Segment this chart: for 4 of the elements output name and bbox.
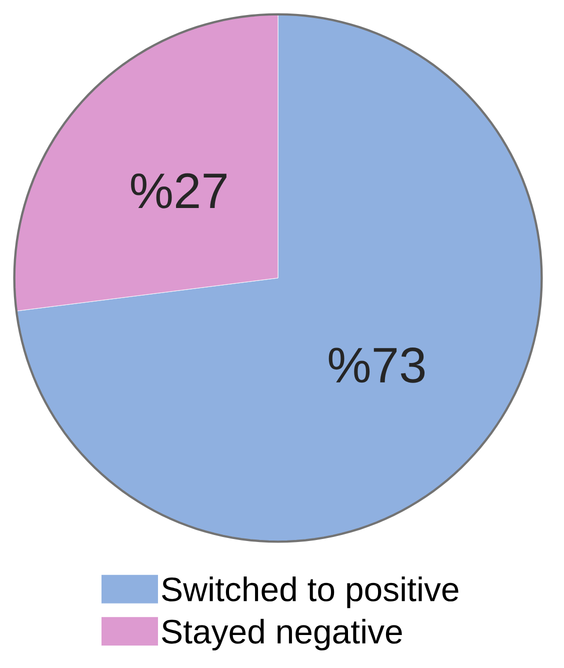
legend-label: Stayed negative: [162, 618, 402, 650]
data-label: %27: [131, 173, 226, 208]
legend-label: Switched to positive: [162, 576, 458, 608]
data-label: %73: [328, 348, 425, 383]
